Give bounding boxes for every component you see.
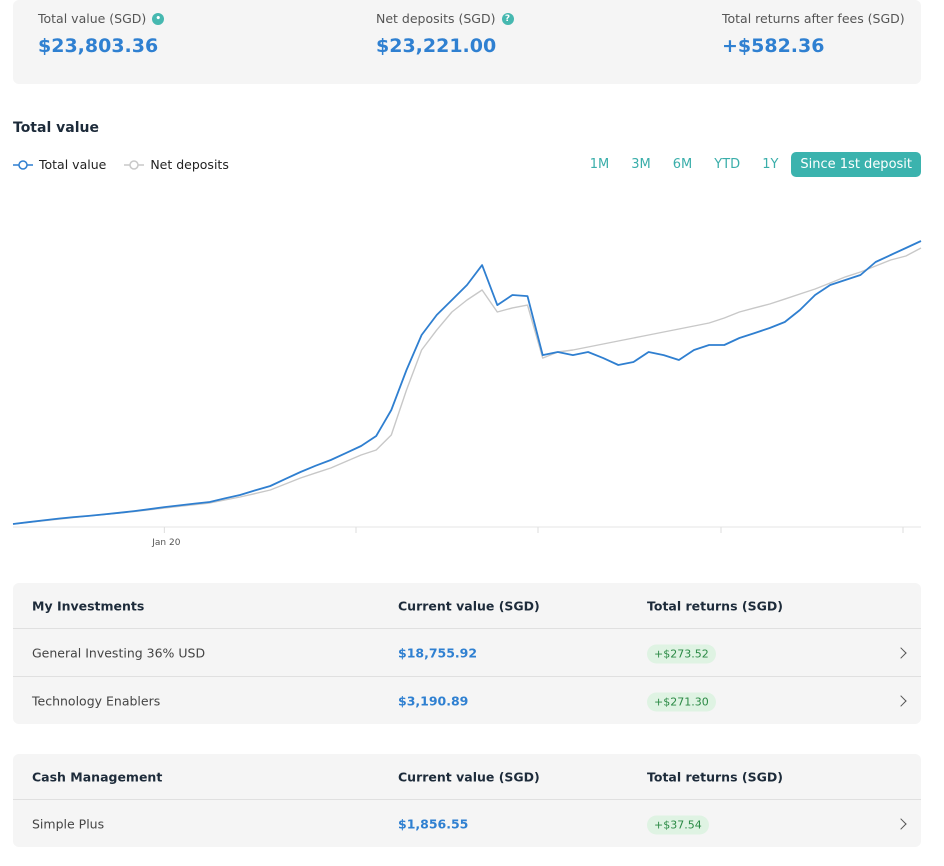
name-cell: Technology Enablers [32, 693, 161, 708]
summary-item: Total value (SGD) • $23,803.36 [38, 11, 165, 57]
value-cell: $1,856.55 [398, 816, 469, 831]
cash-table: Cash Management Current value (SGD) Total … [13, 754, 921, 847]
range-button[interactable]: 1M [589, 157, 610, 172]
summary-card: Total value (SGD) • $23,803.36 Net deposi… [13, 0, 921, 84]
value-cell: $18,755.92 [398, 645, 478, 660]
table-row[interactable]: Simple Plus $1,856.55 +$37.54 [13, 799, 921, 847]
table-row[interactable]: Technology Enablers $3,190.89 +$271.30 [13, 676, 921, 724]
table-header: Cash Management Current value (SGD) Total … [13, 754, 921, 799]
range-button[interactable]: YTD [714, 157, 741, 172]
summary-value: +$582.36 [722, 35, 825, 57]
chart-title: Total value [13, 120, 99, 136]
eye-icon[interactable]: • [152, 12, 165, 25]
series-line [12, 247, 922, 525]
returns-cell: +$271.30 [647, 692, 716, 711]
range-button[interactable]: 3M [631, 157, 651, 172]
name-cell: General Investing 36% USD [32, 645, 206, 660]
summary-label: Total returns after fees (SGD) [722, 11, 905, 26]
x-tick-label: Jan 20 [151, 538, 180, 548]
returns-cell: +$37.54 [647, 815, 709, 834]
returns-pill: +$273.52 [647, 644, 716, 663]
investments-table: My Investments Current value (SGD) Total r… [13, 583, 921, 724]
chart: Jan 20 [12, 240, 922, 548]
legend-icon [124, 159, 145, 170]
help-icon[interactable]: ? [501, 12, 514, 25]
summary-item: Total returns after fees (SGD) +$582.36 [722, 11, 905, 57]
legend-item[interactable]: Total value [13, 157, 106, 172]
legend-label: Net deposits [150, 157, 229, 172]
summary-value: $23,803.36 [38, 35, 159, 57]
legend-item[interactable]: Net deposits [124, 157, 229, 172]
summary-label: Net deposits (SGD) [376, 11, 496, 26]
header-cell: Total returns (SGD) [647, 598, 783, 613]
chevron[interactable] [895, 694, 907, 707]
legend-dot [129, 159, 140, 170]
range-button[interactable]: 6M [672, 157, 693, 172]
returns-pill: +$271.30 [647, 692, 716, 711]
chevron[interactable] [895, 646, 907, 659]
returns-pill: +$37.54 [647, 815, 709, 834]
value-cell: $3,190.89 [398, 693, 469, 708]
range-button[interactable]: Since 1st deposit [791, 152, 921, 177]
header-cell: Current value (SGD) [398, 769, 540, 784]
summary-label: Total value (SGD) [38, 11, 147, 26]
legend-dot [18, 159, 28, 170]
series-line [12, 240, 922, 525]
summary-label-row: Net deposits (SGD)? [376, 11, 514, 26]
header-cell: Total returns (SGD) [647, 769, 783, 784]
summary-item: Net deposits (SGD)? $23,221.00 [376, 11, 514, 57]
range-buttons: 1M 3M 6M YTD 1Y Since 1st deposit [581, 152, 921, 177]
header-cell: Cash Management [32, 769, 163, 784]
summary-value: $23,221.00 [376, 35, 497, 57]
header-cell: My Investments [32, 598, 145, 613]
chevron[interactable] [895, 817, 907, 830]
name-cell: Simple Plus [32, 816, 105, 831]
table-row[interactable]: General Investing 36% USD $18,755.92 +$273… [13, 628, 921, 676]
returns-cell: +$273.52 [647, 644, 716, 663]
summary-label-row: Total value (SGD) • [38, 11, 165, 26]
header-cell: Current value (SGD) [398, 598, 540, 613]
range-button[interactable]: 1Y [762, 157, 779, 172]
legend-icon [13, 159, 33, 170]
legend-label: Total value [39, 157, 107, 172]
table-header: My Investments Current value (SGD) Total r… [13, 583, 921, 628]
legend: Total value Net deposits [13, 157, 229, 172]
